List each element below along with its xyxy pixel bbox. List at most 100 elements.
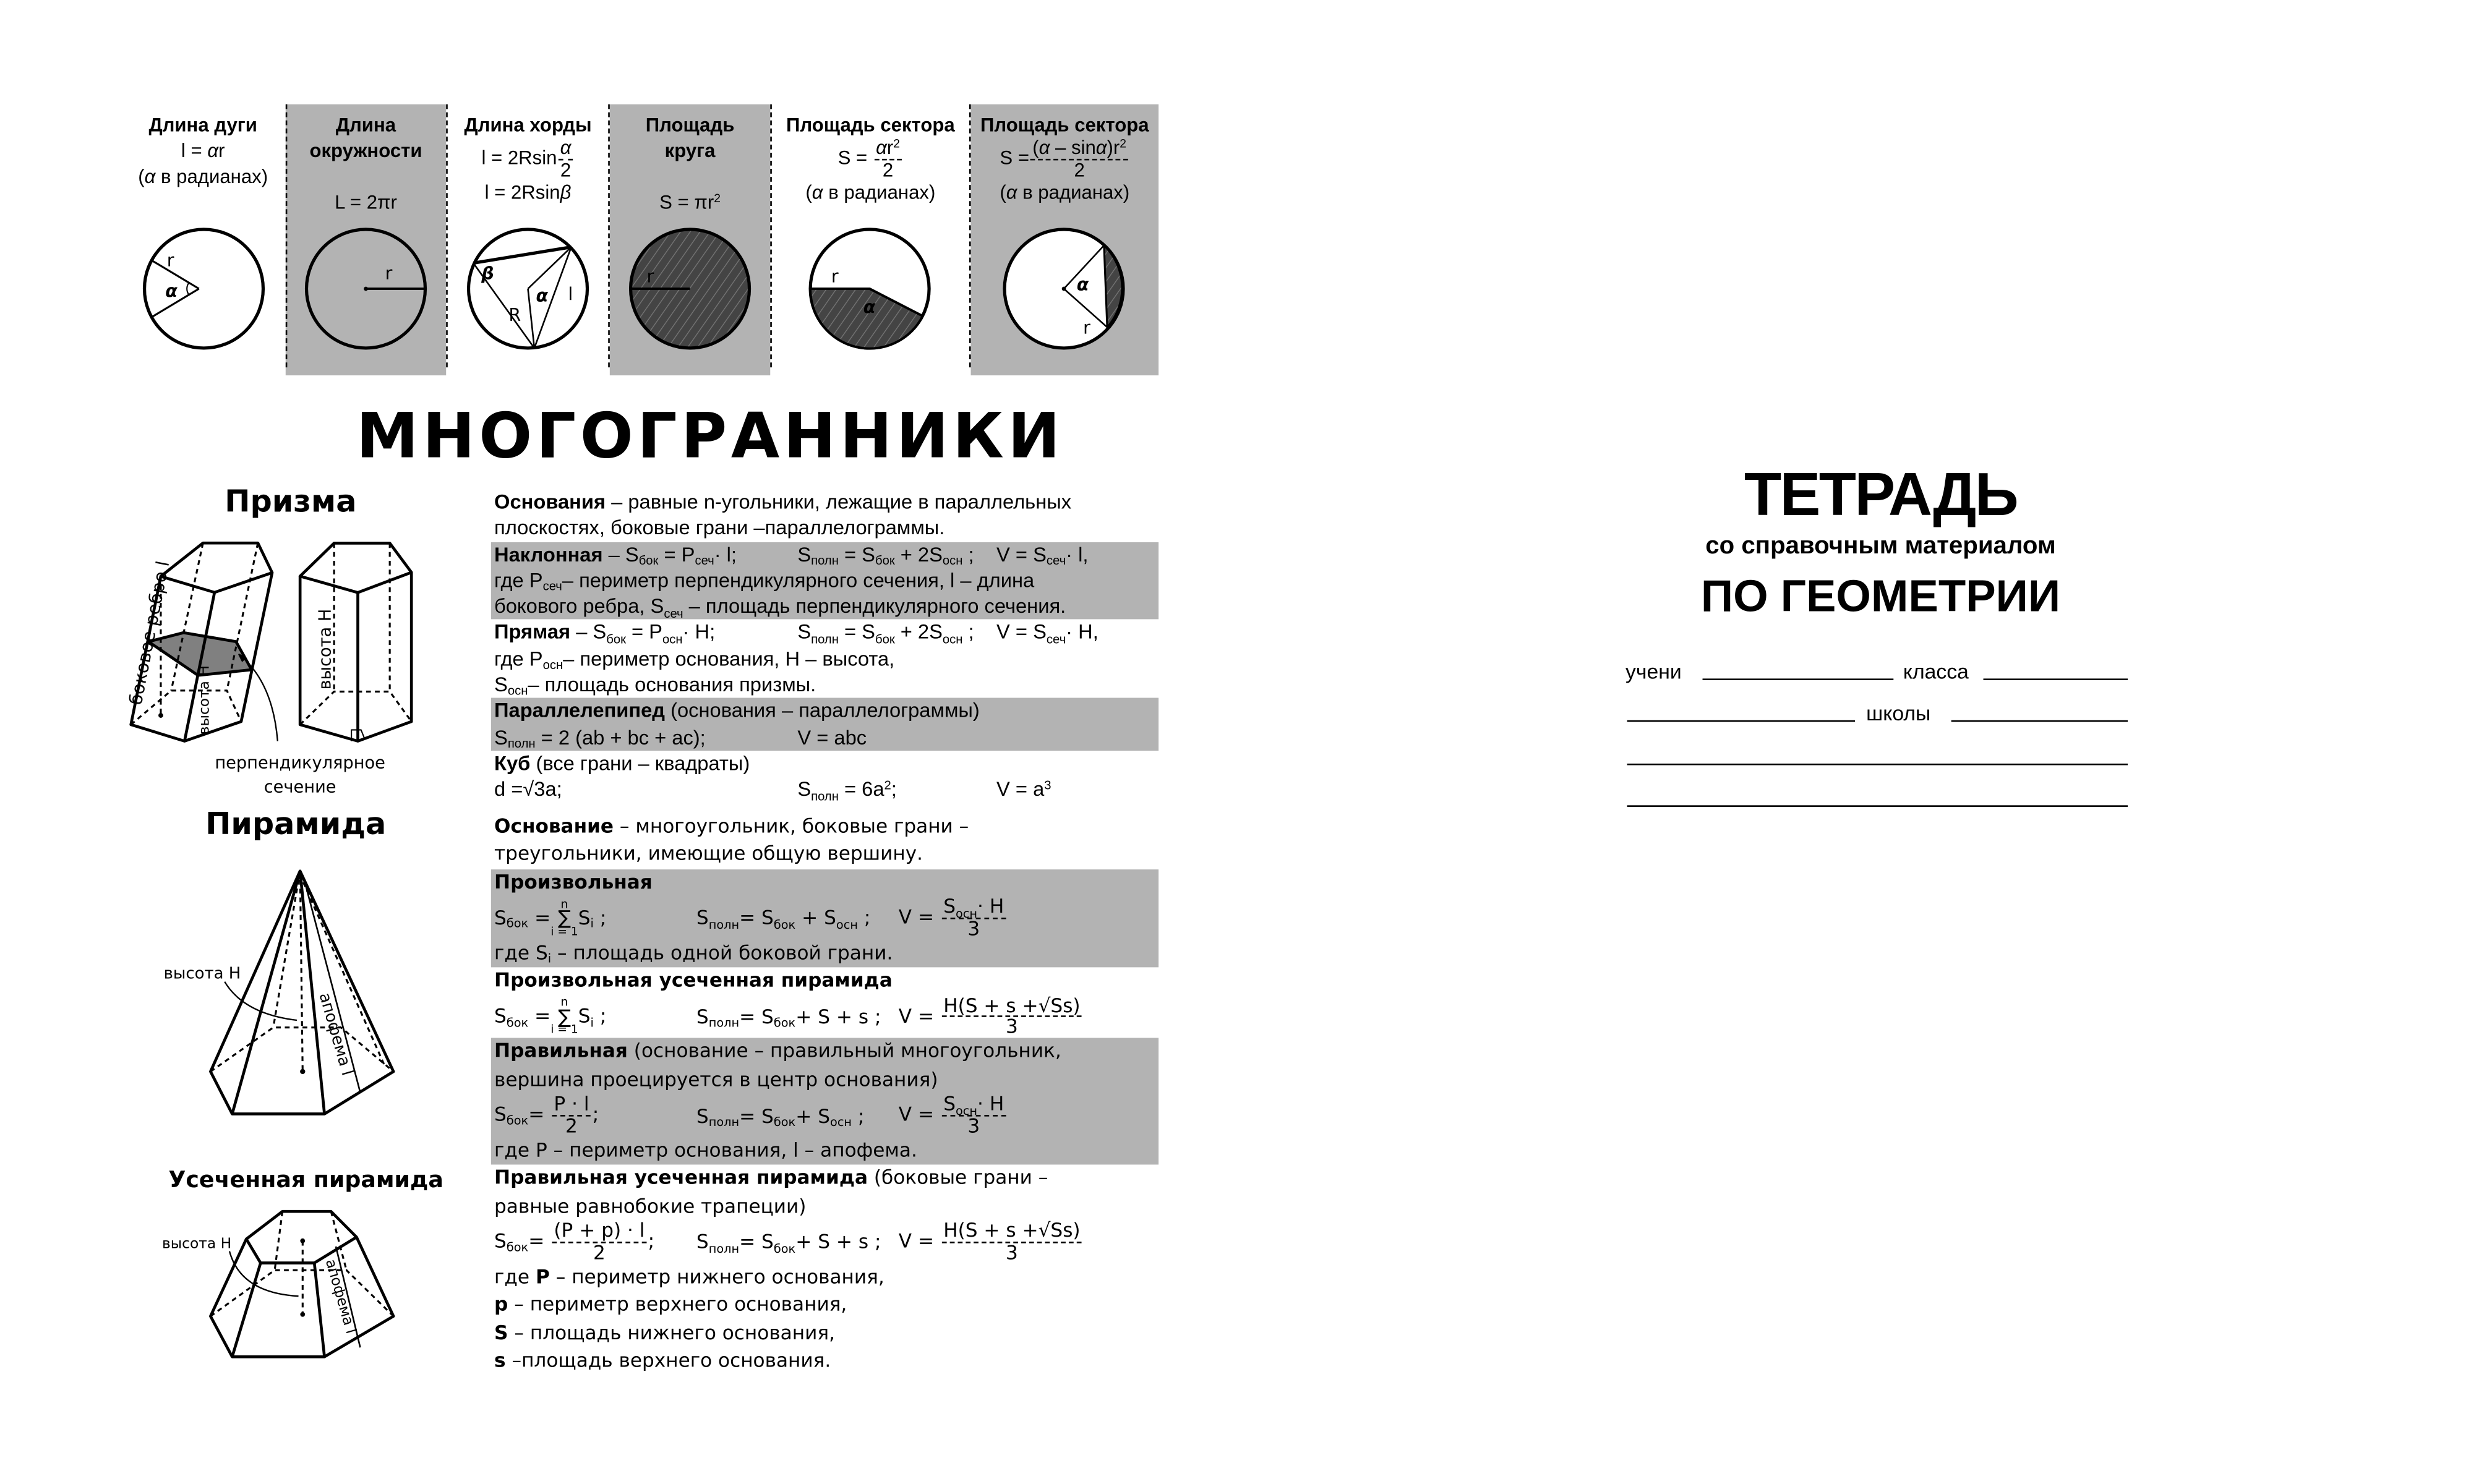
field-label-class: класса xyxy=(1903,659,1969,684)
card-title: Площадь сектора xyxy=(786,114,955,137)
text: + S xyxy=(795,1104,831,1127)
text: S xyxy=(494,1104,507,1127)
text: S = πr xyxy=(659,190,714,214)
text: S xyxy=(797,621,812,644)
text: где P xyxy=(494,569,543,592)
text: = S xyxy=(838,621,875,644)
subscript: сеч xyxy=(664,605,683,620)
text: где P – периметр основания, l – апофема. xyxy=(494,1139,917,1162)
subscript: осн xyxy=(836,916,858,932)
text: α xyxy=(1095,136,1107,159)
superscript: 2 xyxy=(893,137,900,151)
label-r: r xyxy=(647,267,654,287)
text-line: где P – периметр нижнего основания, xyxy=(494,1264,1155,1292)
subscript: сеч xyxy=(542,579,562,594)
subscript: осн xyxy=(955,905,978,920)
sum-symbol: n ∑ i = 1 xyxy=(550,994,578,1037)
formula-cell: Sполн= Sбок+ Sосн ; xyxy=(696,1104,889,1127)
text-line: Произвольная xyxy=(494,869,1155,897)
text: r xyxy=(886,136,894,159)
subscript: бок xyxy=(606,631,626,647)
lateral-edge-label: боковое ребро l xyxy=(126,560,173,707)
card-formula: l = 2Rsinβ xyxy=(448,180,608,206)
numerator: P · l xyxy=(552,1094,591,1117)
subscript: осн xyxy=(542,657,563,673)
text: – равные n-угольники, лежащие в параллел… xyxy=(606,490,1072,514)
height-label: высота H xyxy=(162,1234,231,1252)
card-formula: (α в радианах) xyxy=(121,164,286,190)
apothem-label: апофема l xyxy=(315,991,357,1078)
blank-line[interactable] xyxy=(1627,763,2128,765)
bold-term: Правильная xyxy=(494,1040,628,1063)
subscript: бок xyxy=(506,1114,529,1128)
label-r: r xyxy=(167,250,174,271)
denominator: 2 xyxy=(883,160,893,180)
truncated-pyramid xyxy=(209,1209,395,1358)
prism-title: Призма xyxy=(225,484,357,520)
text: (основание – правильный многоугольник, xyxy=(627,1040,1061,1063)
text: – периметр верхнего основания, xyxy=(508,1293,847,1316)
text: α xyxy=(876,136,887,159)
formula-row: Sбок = n ∑ i = 1 Si ; Sполн= Sбок + Sосн ; V =… xyxy=(494,897,1155,940)
text: в радианах) xyxy=(823,181,936,204)
blank-line[interactable] xyxy=(1627,805,2128,807)
text: α xyxy=(144,165,156,188)
formula-cell: V = Sсеч· l, xyxy=(996,542,1088,568)
text: 3 xyxy=(967,917,980,940)
text-block: Основания – равные n-угольники, лежащие … xyxy=(491,489,1158,542)
text: )r xyxy=(1107,136,1120,159)
text: S xyxy=(494,1230,507,1253)
formula-row: Прямая – Sбок = Pосн· H; Sполн = Sбок + 2… xyxy=(494,620,1155,646)
text: = xyxy=(528,1104,551,1127)
text: = S xyxy=(739,906,774,930)
text-line: вершина проецируется в центр основания) xyxy=(494,1067,1155,1094)
class-line[interactable] xyxy=(1983,678,2128,680)
text: 2 xyxy=(882,158,894,181)
subscript: сеч xyxy=(1046,553,1066,568)
text: ( xyxy=(1000,181,1006,204)
numerator: αr2 xyxy=(874,136,902,160)
text: + 2S xyxy=(894,543,943,566)
text: (все грани – квадраты) xyxy=(530,752,750,775)
bold-term: Произвольная xyxy=(494,870,653,893)
fraction: (α – sinα)r2 2 xyxy=(1030,136,1128,180)
text: вершина проецируется в центр основания) xyxy=(494,1068,938,1091)
label-alpha: α xyxy=(165,281,178,301)
formula-row: Sполн = 2 (ab + bc + ac); V = abc xyxy=(494,725,1155,751)
text: ; xyxy=(648,1230,655,1253)
text: S xyxy=(797,778,812,801)
text: 2 xyxy=(593,1241,606,1264)
text: – площадь одной боковой грани. xyxy=(551,941,893,964)
formula-card: Длина дуги l = αr (α в радианах) xyxy=(121,104,286,375)
text: где P xyxy=(494,647,543,670)
text: ; xyxy=(962,543,974,566)
text: (боковые грани – xyxy=(867,1167,1048,1190)
superscript: 2 xyxy=(1120,137,1127,151)
card-formula: S = πr2 xyxy=(610,189,770,215)
text: S xyxy=(578,906,591,929)
subscript: бок xyxy=(773,1241,796,1256)
field-label-student: учени xyxy=(1625,659,1682,684)
text: H(S + s +√Ss) xyxy=(943,994,1081,1017)
text: – площадь перпендикулярного сечения. xyxy=(683,595,1066,618)
subscript: осн xyxy=(942,553,963,568)
denominator: 2 xyxy=(560,160,571,180)
text: V = xyxy=(898,1230,941,1253)
school-line[interactable] xyxy=(1951,720,2128,722)
height-label: высота H xyxy=(195,665,212,735)
bold-term: p xyxy=(494,1293,508,1316)
bold-term: Наклонная xyxy=(494,543,603,566)
text: + S xyxy=(795,906,836,930)
student-name-line[interactable] xyxy=(1702,678,1894,680)
label-r: r xyxy=(385,263,393,283)
formula-cell: V = H(S + s +√Ss) 3 xyxy=(899,996,1084,1038)
text-block: Прямая – Sбок = Pосн· H; Sполн = Sбок + 2… xyxy=(491,620,1158,699)
formula-cell: Sбок = n ∑ i = 1 Si ; xyxy=(494,994,687,1037)
name-line[interactable] xyxy=(1627,720,1856,722)
subscript: сеч xyxy=(695,553,714,568)
text: α xyxy=(1039,136,1050,159)
formula-cell: Sполн = 6a2; xyxy=(797,777,987,803)
